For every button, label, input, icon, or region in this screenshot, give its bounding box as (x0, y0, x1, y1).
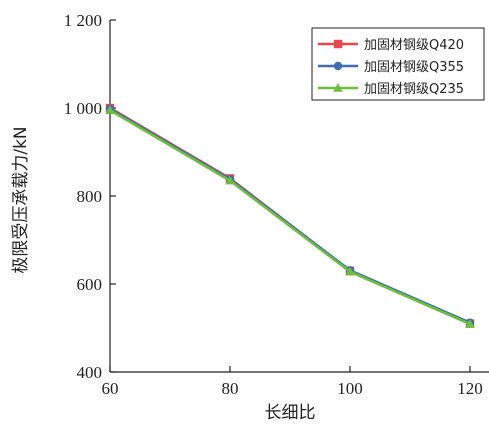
series-2 (105, 104, 475, 327)
series-3 (105, 105, 475, 328)
x-axis-title: 长细比 (265, 403, 316, 423)
y-tick-label: 600 (77, 275, 103, 294)
legend-marker (333, 39, 343, 49)
legend-label: 加固材钢级Q235 (364, 82, 464, 97)
x-tick-label: 60 (102, 379, 119, 398)
y-axis-title: 极限受压承载力/kN (11, 126, 31, 273)
series-line (109, 109, 471, 326)
x-tick-label: 120 (457, 379, 483, 398)
x-ticks: 60 80 100 120 (102, 366, 483, 398)
y-tick-label: 1 200 (64, 11, 102, 30)
y-ticks: 400 600 800 1 000 1 200 (64, 11, 116, 382)
series-group (105, 103, 475, 328)
x-tick-label: 100 (337, 379, 363, 398)
data-point-marker (345, 266, 355, 276)
data-point-marker (105, 105, 115, 114)
y-tick-label: 1 000 (64, 99, 102, 118)
x-tick-label: 80 (222, 379, 239, 398)
legend: 加固材钢级Q420 加固材钢级Q355 加固材钢级Q235 (311, 27, 485, 101)
y-tick-label: 800 (77, 187, 103, 206)
legend-label: 加固材钢级Q420 (364, 38, 464, 53)
legend-marker (333, 83, 343, 92)
legend-marker (333, 61, 343, 71)
data-point-marker (225, 175, 235, 185)
y-tick-label: 400 (77, 363, 103, 382)
data-point-marker (465, 319, 475, 328)
legend-label: 加固材钢级Q355 (364, 60, 464, 75)
